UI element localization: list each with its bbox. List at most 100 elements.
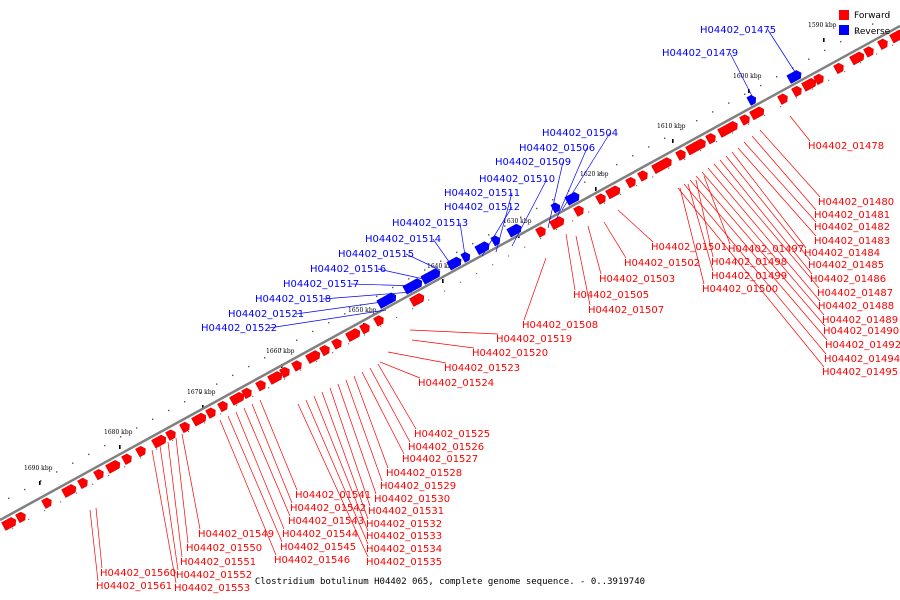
forward-label-leader <box>731 151 807 249</box>
reverse-label-leader <box>511 178 548 247</box>
forward-gene-block <box>813 73 824 86</box>
forward-gene-block <box>61 484 77 498</box>
forward-gene-block <box>291 360 302 372</box>
forward-gene-block <box>705 133 716 145</box>
forward-gene-block <box>889 29 900 44</box>
minor-tick-dot <box>264 357 266 359</box>
minor-tick-dot <box>508 255 510 257</box>
reverse-gene-label: H04402_01514 <box>365 234 441 245</box>
forward-gene-block-shape <box>345 328 361 342</box>
minor-tick-dot <box>12 527 14 529</box>
minor-tick-dot <box>380 325 382 327</box>
forward-label-leader <box>677 187 825 368</box>
forward-gene-block <box>151 434 167 449</box>
minor-tick-dot <box>104 444 106 447</box>
reverse-label-leader <box>322 291 413 300</box>
forward-label-leader <box>313 395 369 532</box>
forward-gene-block-shape <box>739 114 750 126</box>
reverse-gene-label: H04402_01516 <box>310 264 386 275</box>
legend: Forward Reverse <box>839 10 891 37</box>
forward-gene-block-shape <box>535 226 546 238</box>
forward-gene-block <box>535 226 546 238</box>
forward-label-leader <box>411 339 475 349</box>
forward-gene-block-shape <box>319 344 330 357</box>
minor-tick-dot <box>232 374 234 377</box>
forward-gene-block-shape <box>229 391 245 406</box>
kbp-tick-label: 1690 kbp <box>24 465 53 472</box>
forward-label-leader <box>737 147 817 237</box>
forward-gene-label: H04402_01519 <box>496 334 572 345</box>
reverse-label-leader <box>561 132 611 211</box>
forward-gene-label: H04402_01530 <box>374 494 450 505</box>
reverse-gene-block-shape <box>746 94 757 106</box>
minor-tick-dot <box>8 497 10 500</box>
forward-gene-label: H04402_01549 <box>198 529 274 540</box>
reverse-gene-label: H04402_01511 <box>444 188 520 199</box>
forward-label-leader <box>617 209 654 243</box>
reverse-label-leader <box>405 253 441 271</box>
minor-tick-dot <box>92 483 94 485</box>
reverse-label-leader <box>729 52 753 97</box>
forward-gene-block-shape <box>331 338 342 350</box>
forward-gene-block <box>727 121 738 133</box>
minor-tick-dot <box>844 70 846 73</box>
minor-tick-dot <box>520 216 522 218</box>
reverse-label-leader <box>555 147 588 221</box>
forward-gene-block-shape <box>637 170 648 182</box>
forward-gene-block <box>637 170 648 182</box>
forward-gene-block-shape <box>605 185 621 200</box>
forward-gene-block-shape <box>813 73 824 86</box>
forward-label-leader <box>703 175 731 245</box>
forward-gene-block-shape <box>165 429 176 441</box>
forward-gene-block <box>595 193 606 205</box>
forward-label-leader <box>259 399 298 491</box>
reverse-gene-label: H04402_01510 <box>479 174 555 185</box>
minor-tick-dot <box>124 466 126 468</box>
forward-gene-block-shape <box>121 453 132 465</box>
forward-label-leader <box>297 403 369 558</box>
forward-label-leader <box>689 179 828 341</box>
kbp-tick-mark <box>39 481 41 485</box>
forward-label-leader <box>759 129 821 198</box>
forward-gene-block <box>1 517 17 531</box>
reverse-gene-block <box>446 256 462 271</box>
forward-gene-block <box>605 185 621 200</box>
minor-tick-dot <box>140 457 142 459</box>
forward-gene-block <box>849 51 865 66</box>
forward-label-leader <box>329 387 371 507</box>
forward-gene-block-shape <box>413 293 424 305</box>
reverse-gene-label: H04402_01513 <box>392 218 468 229</box>
caption: Clostridium botulinum H04402 065, comple… <box>254 577 646 587</box>
forward-gene-block <box>217 400 228 413</box>
forward-gene-label: H04402_01550 <box>186 543 262 554</box>
minor-tick-dot <box>332 351 334 354</box>
forward-gene-block <box>77 477 88 490</box>
minor-tick-dot <box>856 32 858 34</box>
label-leaders <box>89 29 828 584</box>
forward-gene-label: H04402_01489 <box>822 315 898 326</box>
minor-tick-dot <box>760 84 762 87</box>
minor-tick-dot <box>492 264 494 266</box>
minor-tick-dot <box>376 295 378 298</box>
kbp-tick-label: 1680 kbp <box>104 429 133 436</box>
kbp-tick-mark <box>595 187 597 191</box>
minor-tick-dot <box>344 313 346 315</box>
forward-gene-label: H04402_01523 <box>444 363 520 374</box>
minor-tick-dot <box>328 321 330 324</box>
minor-tick-dot <box>616 163 618 166</box>
minor-tick-dot <box>156 448 158 450</box>
forward-gene-block-shape <box>77 477 88 490</box>
minor-tick-dot <box>316 360 318 362</box>
forward-gene-label: H04402_01532 <box>366 519 442 530</box>
forward-gene-block-shape <box>241 387 252 400</box>
minor-tick-dot <box>396 316 398 319</box>
forward-gene-label: H04402_01508 <box>522 320 598 331</box>
forward-gene-label: H04402_01551 <box>180 557 256 568</box>
forward-label-leader <box>603 221 627 259</box>
kbp-tick-label: 1650 kbp <box>348 307 377 314</box>
minor-tick-dot <box>588 211 590 213</box>
forward-gene-label: H04402_01531 <box>368 506 444 517</box>
minor-tick-dot <box>860 62 862 64</box>
forward-gene-label: H04402_01501 <box>651 242 727 253</box>
minor-tick-dot <box>872 23 874 25</box>
